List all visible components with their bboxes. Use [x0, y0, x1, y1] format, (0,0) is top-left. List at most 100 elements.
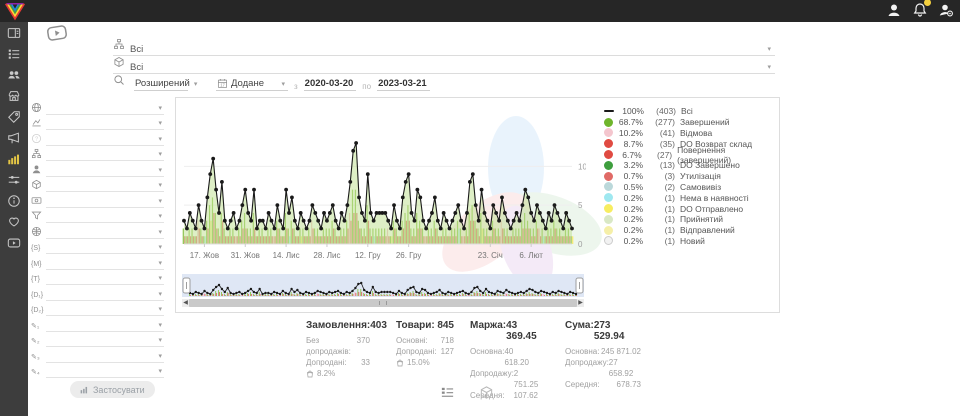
legend-item[interactable]: 10.2%(41)Відмова	[604, 128, 776, 139]
legend-item[interactable]: 0.2%(1)DO Отправлено	[604, 203, 776, 214]
stat-row-label: Допродажу:	[565, 357, 609, 379]
filter-select-hierarchy[interactable]: ▾	[46, 148, 164, 161]
legend-swatch	[604, 139, 613, 148]
stat-column: Товари:845Основні:718Допродані:12715.0%	[396, 320, 454, 368]
filter-row-trend: ▾	[31, 115, 164, 131]
sidebar-item-dashboard[interactable]	[0, 22, 28, 43]
stat-title: Маржа:43 369.45	[470, 320, 538, 342]
legend-count: (1)	[647, 204, 675, 214]
product-select[interactable]: Всі ▾	[113, 60, 775, 74]
legend-percent: 0.2%	[617, 214, 643, 224]
filter-select-package[interactable]: ▾	[46, 179, 164, 192]
table-view-icon[interactable]	[440, 385, 455, 400]
stat-title-label: Товари:	[396, 320, 435, 331]
search-icon[interactable]	[113, 73, 128, 91]
pencil-2-icon: ✎₂	[31, 337, 46, 347]
chevron-down-icon: ▾	[158, 151, 162, 158]
sidebar-item-analytics[interactable]	[0, 148, 28, 169]
app-root: ▾▾?▾▾▾▾▾▾▾{S}▾{M}▾{T}▾{D₁}▾{D₂}▾✎₁▾✎₂▾✎₃…	[0, 0, 960, 416]
sidebar-item-store[interactable]	[0, 85, 28, 106]
legend-label: Відправлений	[680, 225, 735, 235]
filter-select-funnel[interactable]: ▾	[46, 210, 164, 223]
legend-swatch	[604, 193, 613, 202]
legend-percent: 0.2%	[617, 204, 643, 214]
scroll-right-arrow-icon[interactable]: ▶	[577, 299, 584, 307]
filter-select-pencil-4[interactable]: ▾	[46, 365, 164, 378]
app-logo-icon[interactable]	[4, 1, 26, 21]
filter-select-pencil-3[interactable]: ▾	[46, 350, 164, 363]
legend-item[interactable]: 0.2%(1)Новий	[604, 236, 776, 247]
filter-row-help: ?▾	[31, 130, 164, 146]
sidebar-item-settings[interactable]	[0, 169, 28, 190]
status-select-value: Всі	[128, 44, 143, 55]
legend-swatch	[604, 236, 613, 245]
legend-item[interactable]: 0.2%(1)Нема в наявності	[604, 192, 776, 203]
legend-percent: 10.2%	[617, 128, 643, 138]
filter-select-brace-d2[interactable]: ▾	[46, 303, 164, 316]
legend-item[interactable]: 100%(403)Всі	[604, 106, 776, 117]
filter-select-brace-d1[interactable]: ▾	[46, 288, 164, 301]
date-field-select[interactable]: 17 Додане ▾	[216, 78, 288, 91]
support-icon[interactable]	[938, 2, 954, 18]
filter-select-brace-m[interactable]: ▾	[46, 257, 164, 270]
date-from-value: 2020-03-20	[305, 78, 354, 89]
legend-item[interactable]: 0.2%(1)Відправлений	[604, 225, 776, 236]
apply-filters-button[interactable]: Застосувати	[70, 381, 155, 398]
avatar-icon[interactable]	[886, 2, 902, 18]
scroll-left-arrow-icon[interactable]: ◀	[182, 299, 189, 307]
legend-percent: 8.7%	[617, 139, 643, 149]
legend-label: Самовивіз	[680, 182, 721, 192]
legend-percent: 68.7%	[617, 117, 643, 127]
date-to-input[interactable]: 2023-03-21	[377, 78, 430, 91]
filter-select-trend[interactable]: ▾	[46, 117, 164, 130]
legend-swatch	[604, 161, 613, 170]
brace-t-icon: {T}	[31, 276, 46, 285]
filter-select-globe[interactable]: ▾	[46, 102, 164, 115]
sidebar-item-marketing[interactable]	[0, 127, 28, 148]
stat-row-value: 2 751.25	[514, 368, 538, 390]
legend-item[interactable]: 68.7%(277)Завершений	[604, 117, 776, 128]
legend-label: Нема в наявності	[680, 193, 749, 203]
legend-item[interactable]: 0.2%(1)Прийнятий	[604, 214, 776, 225]
filter-select-pencil-2[interactable]: ▾	[46, 334, 164, 347]
date-to-value: 2023-03-21	[378, 78, 427, 89]
filter-row-package: ▾	[31, 177, 164, 193]
sidebar-item-promotions[interactable]	[0, 106, 28, 127]
sidebar-item-customers[interactable]	[0, 64, 28, 85]
filter-select-brace-s[interactable]: ▾	[46, 241, 164, 254]
status-select[interactable]: Всі ▾	[113, 42, 775, 56]
pencil-3-icon: ✎₃	[31, 353, 46, 363]
legend-item[interactable]: 6.7%(27)Повернення (завершений)	[604, 149, 776, 160]
main-sidebar	[0, 22, 28, 416]
filter-select-help[interactable]: ▾	[46, 133, 164, 146]
chevron-down-icon: ▾	[767, 63, 771, 71]
scrollbar-thumb[interactable]	[189, 299, 577, 307]
product-view-icon[interactable]	[479, 385, 494, 400]
chevron-down-icon: ▾	[158, 291, 162, 298]
filter-select-money[interactable]: ▾	[46, 195, 164, 208]
legend-percent: 0.2%	[617, 225, 643, 235]
search-mode-select[interactable]: Розширений ▾	[134, 78, 188, 91]
notifications-bell-icon[interactable]	[912, 2, 928, 18]
sidebar-item-orders[interactable]	[0, 43, 28, 64]
video-tutorial-icon[interactable]	[40, 20, 73, 46]
chart-horizontal-scrollbar[interactable]: ◀ ▶	[182, 299, 584, 307]
filter-select-pencil-1[interactable]: ▾	[46, 319, 164, 332]
sidebar-item-care[interactable]	[0, 211, 28, 232]
legend-percent: 0.7%	[617, 171, 643, 181]
sidebar-item-info[interactable]	[0, 190, 28, 211]
chart-range-navigator[interactable]	[182, 274, 584, 298]
chevron-down-icon: ▾	[194, 80, 198, 88]
chevron-down-icon: ▾	[158, 229, 162, 236]
legend-item[interactable]: 0.5%(2)Самовивіз	[604, 182, 776, 193]
filter-select-person[interactable]: ▾	[46, 164, 164, 177]
legend-item[interactable]: 0.7%(3)Утилізація	[604, 171, 776, 182]
topbar-icon-group	[886, 2, 954, 18]
filter-select-web[interactable]: ▾	[46, 226, 164, 239]
filter-select-brace-t[interactable]: ▾	[46, 272, 164, 285]
stat-row: Середня:678.73	[565, 379, 641, 390]
date-from-input[interactable]: 2020-03-20	[304, 78, 357, 91]
orders-chart[interactable]: 105017. Жов31. Жов14. Лис28. Лис12. Гру2…	[182, 104, 586, 270]
sidebar-item-video[interactable]	[0, 232, 28, 253]
svg-text:26. Гру: 26. Гру	[396, 251, 422, 260]
